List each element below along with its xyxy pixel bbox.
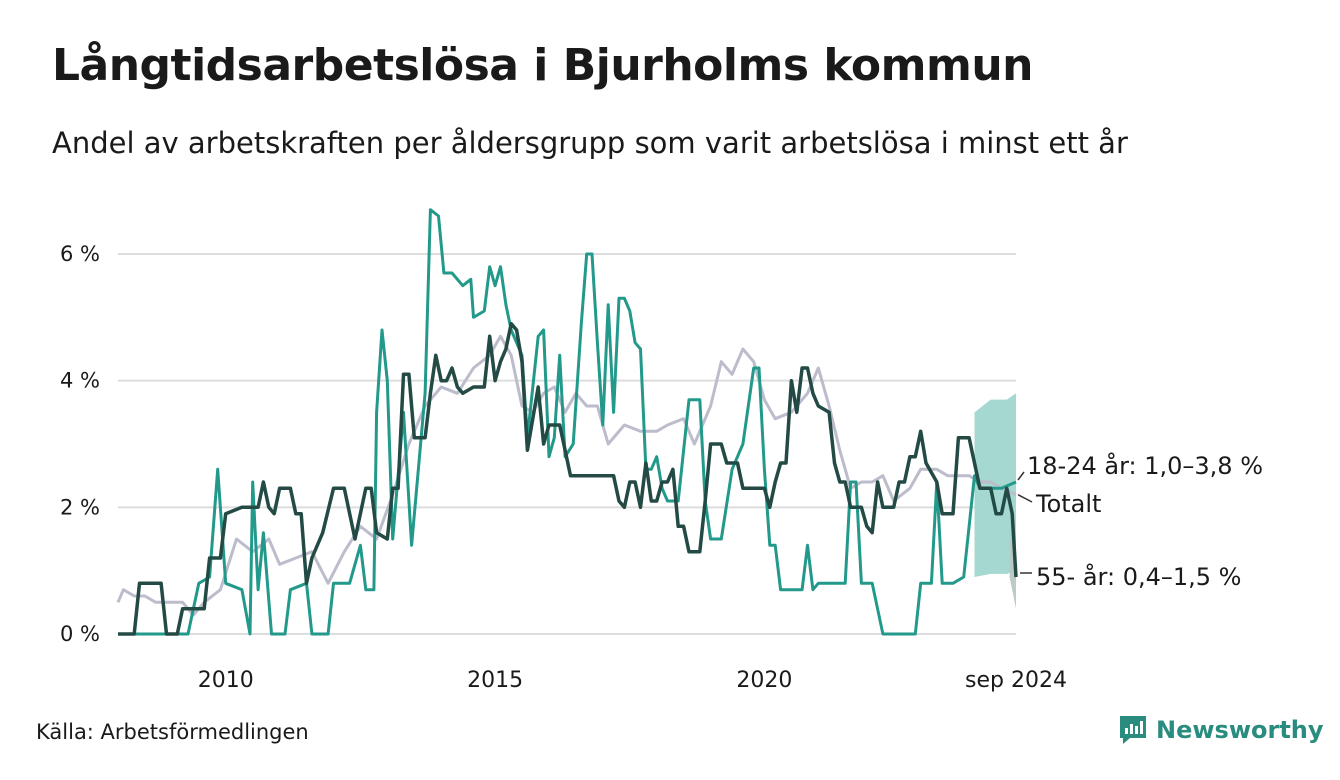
series-line-old <box>118 321 1018 636</box>
page-subtitle: Andel av arbetskraften per åldersgrupp s… <box>52 126 1128 160</box>
x-tick-label: 2015 <box>467 668 523 693</box>
x-tick-label: sep 2024 <box>965 668 1067 693</box>
y-tick-label: 6 % <box>60 242 100 266</box>
newsworthy-icon <box>1120 716 1146 744</box>
leader-young <box>1017 471 1025 481</box>
brand-name: Newsworthy <box>1156 716 1324 744</box>
page-title: Långtidsarbetslösa i Bjurholms kommun <box>52 40 1034 91</box>
end-label-old: 55- år: 0,4–1,5 % <box>1036 562 1241 591</box>
end-label-total: Totalt <box>1035 490 1101 518</box>
x-tick-label: 2010 <box>198 668 254 693</box>
x-tick-label: 2020 <box>736 668 792 693</box>
y-tick-label: 4 % <box>60 369 100 393</box>
source-note: Källa: Arbetsförmedlingen <box>36 720 309 744</box>
series-line-young <box>118 208 1017 636</box>
series-line-total <box>116 334 1017 617</box>
y-tick-label: 0 % <box>60 622 100 646</box>
leader-total <box>1017 494 1033 503</box>
brand-logo: Newsworthy <box>1118 714 1324 746</box>
y-tick-label: 2 % <box>60 495 100 519</box>
end-label-young: 18-24 år: 1,0–3,8 % <box>1027 451 1263 480</box>
